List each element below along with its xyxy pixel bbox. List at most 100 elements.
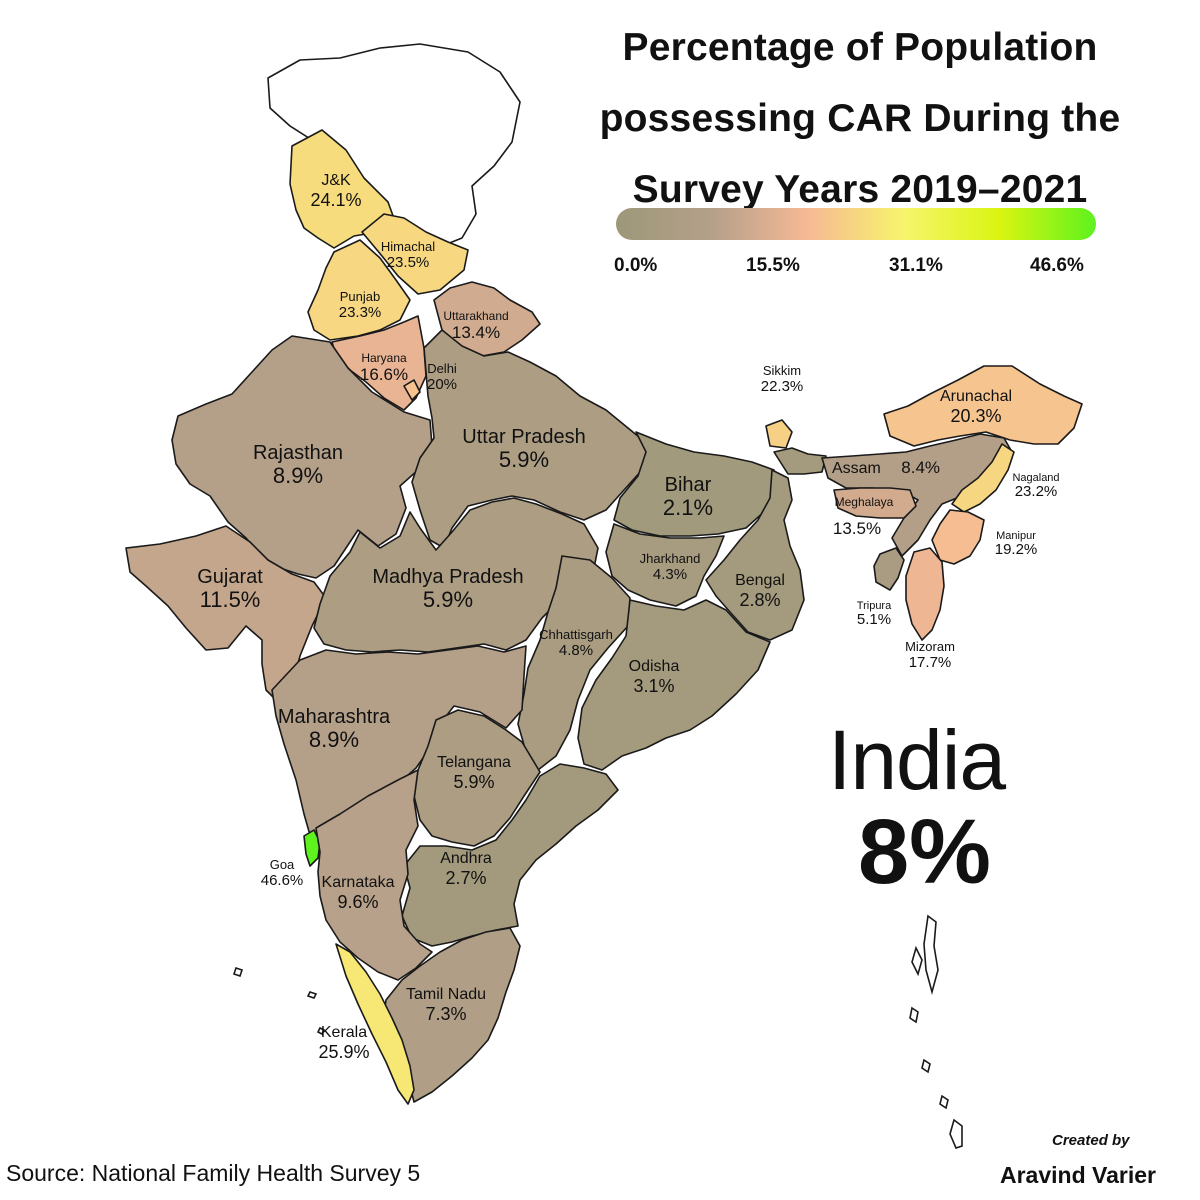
label-mizoram: Mizoram 17.7% bbox=[905, 639, 955, 671]
label-name: Assam bbox=[831, 460, 881, 477]
label-sikkim: Sikkim 22.3% bbox=[761, 363, 804, 395]
label-name: Meghalaya bbox=[834, 495, 894, 509]
label-name: Delhi bbox=[427, 361, 457, 376]
andaman-islands-3 bbox=[909, 1006, 919, 1024]
label-jk: J&K 24.1% bbox=[310, 172, 361, 210]
label-uttarakhand: Uttarakhand 13.4% bbox=[443, 309, 509, 343]
label-haryana: Haryana 16.6% bbox=[359, 351, 409, 385]
label-odisha: Odisha 3.1% bbox=[629, 658, 680, 696]
label-gujarat: Gujarat 11.5% bbox=[197, 566, 263, 613]
label-name: Madhya Pradesh bbox=[372, 566, 524, 588]
label-value: 23.2% bbox=[1014, 483, 1058, 501]
region-bihar bbox=[613, 431, 781, 537]
andaman-islands bbox=[923, 914, 939, 996]
legend-tick-max: 46.6% bbox=[1030, 255, 1084, 276]
title-line-3: Survey Years 2019–2021 bbox=[632, 168, 1088, 211]
label-value: 7.3% bbox=[425, 1003, 467, 1024]
label-value: 20.3% bbox=[950, 405, 1002, 426]
label-name: Haryana bbox=[361, 351, 407, 365]
label-bengal: Bengal 2.8% bbox=[735, 572, 785, 610]
lakshadweep-islands-3 bbox=[316, 1026, 326, 1036]
label-value: 2.1% bbox=[662, 495, 714, 521]
label-name: Manipur bbox=[996, 530, 1036, 542]
andaman-islands-2 bbox=[911, 945, 923, 977]
label-rajasthan: Rajasthan 8.9% bbox=[253, 442, 343, 489]
label-value: 3.1% bbox=[633, 675, 675, 696]
region-goa bbox=[303, 829, 321, 867]
national-value: 8% bbox=[858, 801, 991, 903]
label-value: 13.4% bbox=[451, 323, 501, 343]
label-value: 17.7% bbox=[908, 653, 952, 671]
region-uttar-pradesh bbox=[411, 329, 651, 549]
label-value: 13.5% bbox=[832, 519, 882, 539]
label-name: Karnataka bbox=[321, 874, 395, 891]
label-value: 5.9% bbox=[498, 447, 550, 473]
source-note: Source: National Family Health Survey 5 bbox=[6, 1160, 421, 1186]
region-sikkim bbox=[765, 419, 793, 449]
label-himachal: Himachal 23.5% bbox=[380, 239, 436, 271]
label-value: 23.5% bbox=[386, 253, 430, 271]
national-name: India bbox=[828, 713, 1006, 807]
region-maharashtra bbox=[271, 645, 527, 843]
label-name: Uttar Pradesh bbox=[462, 426, 586, 448]
lakshadweep-islands-2 bbox=[306, 991, 318, 999]
label-arunachal: Arunachal 20.3% bbox=[940, 388, 1012, 426]
label-value: 4.3% bbox=[652, 565, 688, 583]
label-value: 19.2% bbox=[994, 541, 1038, 559]
label-nagaland: Nagaland 23.2% bbox=[1012, 472, 1059, 501]
label-value: 4.8% bbox=[558, 641, 594, 659]
label-name: Mizoram bbox=[905, 639, 955, 654]
label-value: 8.4% bbox=[901, 458, 941, 477]
region-rajasthan bbox=[171, 335, 433, 579]
label-name: Telangana bbox=[437, 754, 511, 771]
label-maharashtra: Maharashtra 8.9% bbox=[278, 706, 390, 753]
region-jharkhand bbox=[605, 523, 725, 607]
credit-prefix: Created by bbox=[1052, 1132, 1130, 1149]
label-name: Odisha bbox=[628, 658, 680, 675]
label-name: Chhattisgarh bbox=[539, 627, 613, 642]
legend-tick-min: 0.0% bbox=[614, 255, 658, 276]
label-name: Uttarakhand bbox=[443, 309, 509, 323]
region-odisha bbox=[577, 599, 771, 771]
region-chhattisgarh bbox=[517, 555, 631, 771]
region-meghalaya bbox=[833, 487, 917, 519]
label-goa: Goa 46.6% bbox=[261, 857, 304, 889]
region-bengal bbox=[705, 469, 805, 641]
label-name: Bihar bbox=[664, 474, 712, 496]
label-value: 8.9% bbox=[308, 727, 360, 753]
region-tripura bbox=[873, 547, 905, 591]
label-value: 23.3% bbox=[338, 303, 382, 321]
label-value: 9.6% bbox=[337, 891, 379, 912]
label-name: J&K bbox=[321, 172, 351, 189]
region-manipur bbox=[931, 509, 985, 565]
region-arunachal bbox=[883, 365, 1083, 447]
label-name: Sikkim bbox=[762, 363, 802, 378]
label-name: Maharashtra bbox=[277, 706, 391, 728]
legend-color-bar bbox=[616, 208, 1096, 240]
label-value: 25.9% bbox=[318, 1041, 370, 1062]
label-name: Himachal bbox=[380, 239, 436, 254]
label-kerala: Kerala 25.9% bbox=[318, 1024, 369, 1062]
label-name: Tripura bbox=[856, 600, 892, 612]
label-name: Jharkhand bbox=[639, 551, 701, 566]
label-name: Rajasthan bbox=[252, 442, 344, 464]
label-meghalaya: Meghalaya 13.5% bbox=[833, 495, 894, 538]
label-assam: Assam 8.4% bbox=[832, 458, 940, 478]
island-territories bbox=[232, 914, 963, 1149]
label-value: 16.6% bbox=[359, 365, 409, 385]
label-name: Goa bbox=[269, 857, 295, 872]
label-uttar-pradesh: Uttar Pradesh 5.9% bbox=[462, 426, 585, 473]
label-punjab: Punjab 23.3% bbox=[338, 289, 382, 321]
region-bengal-north bbox=[773, 447, 827, 475]
label-karnataka: Karnataka 9.6% bbox=[322, 874, 395, 912]
label-value: 2.8% bbox=[739, 589, 781, 610]
label-value: 5.9% bbox=[422, 587, 474, 613]
label-name: Arunachal bbox=[939, 388, 1013, 405]
label-andhra: Andhra 2.7% bbox=[440, 850, 492, 888]
label-value: 11.5% bbox=[199, 587, 261, 613]
credit-author: Aravind Varier bbox=[1000, 1162, 1156, 1188]
label-value: 5.9% bbox=[453, 771, 495, 792]
legend-tick-2: 15.5% bbox=[746, 255, 800, 276]
nicobar-islands-3 bbox=[949, 1118, 963, 1149]
